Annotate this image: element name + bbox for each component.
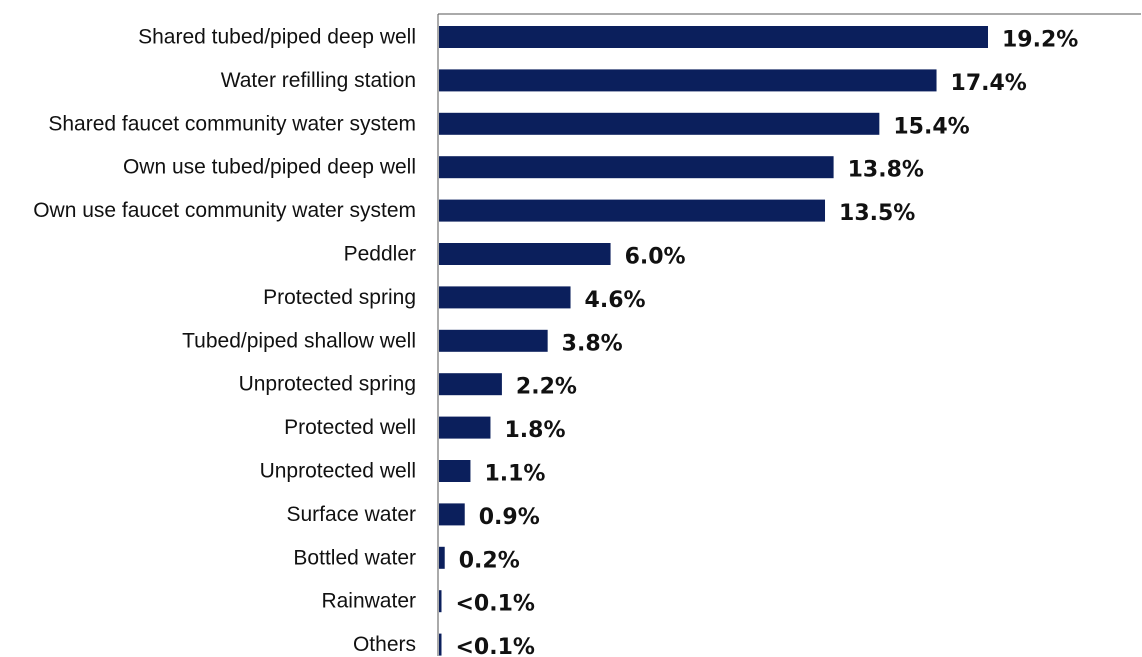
category-label: Unprotected spring [239, 373, 416, 396]
category-label: Protected spring [263, 286, 416, 309]
category-label: Own use tubed/piped deep well [123, 156, 416, 179]
bar [439, 373, 502, 396]
bar [439, 416, 491, 439]
category-label: Unprotected well [260, 460, 416, 483]
category-label: Protected well [284, 416, 416, 439]
data-label: 1.1% [484, 462, 545, 487]
bar [439, 156, 834, 179]
bar [439, 199, 826, 222]
category-label: Own use faucet community water system [33, 199, 416, 222]
category-label: Tubed/piped shallow well [182, 329, 416, 352]
bar [439, 546, 445, 569]
category-label: Shared tubed/piped deep well [138, 26, 416, 49]
bar-series [439, 26, 988, 656]
bar [439, 329, 548, 352]
bar [439, 460, 471, 482]
bar [439, 26, 988, 48]
data-label: 15.4% [893, 114, 969, 139]
bar [439, 243, 611, 265]
data-label: <0.1% [456, 592, 535, 617]
data-label: 4.6% [585, 288, 646, 313]
data-label: 2.2% [516, 375, 577, 400]
data-label: <0.1% [456, 635, 535, 657]
category-label: Surface water [286, 503, 416, 526]
bar [439, 112, 880, 135]
value-labels: 19.2% 17.4% 15.4% 13.8% 13.5% 6.0% 4.6% 3.8% 2.2… [456, 28, 1079, 657]
data-label: 17.4% [951, 71, 1027, 96]
data-label: 19.2% [1002, 28, 1078, 53]
bar [439, 633, 442, 656]
data-label: 0.2% [459, 548, 520, 573]
category-labels: Shared tubed/piped deep well Water refill… [33, 26, 416, 657]
category-label: Water refilling station [221, 69, 416, 92]
data-label: 3.8% [562, 331, 623, 356]
data-label: 13.5% [839, 201, 915, 226]
data-label: 1.8% [504, 418, 565, 443]
bar [439, 590, 442, 613]
category-label: Rainwater [321, 590, 416, 613]
bar [439, 69, 937, 92]
bar [439, 286, 571, 309]
category-label: Peddler [344, 243, 416, 266]
data-label: 6.0% [625, 245, 686, 270]
category-label: Others [353, 633, 416, 656]
data-label: 0.9% [479, 505, 540, 530]
category-label: Shared faucet community water system [48, 112, 416, 135]
bar [439, 503, 465, 526]
data-label: 13.8% [848, 158, 924, 183]
category-label: Bottled water [293, 546, 416, 569]
chart-frame [437, 13, 1141, 656]
